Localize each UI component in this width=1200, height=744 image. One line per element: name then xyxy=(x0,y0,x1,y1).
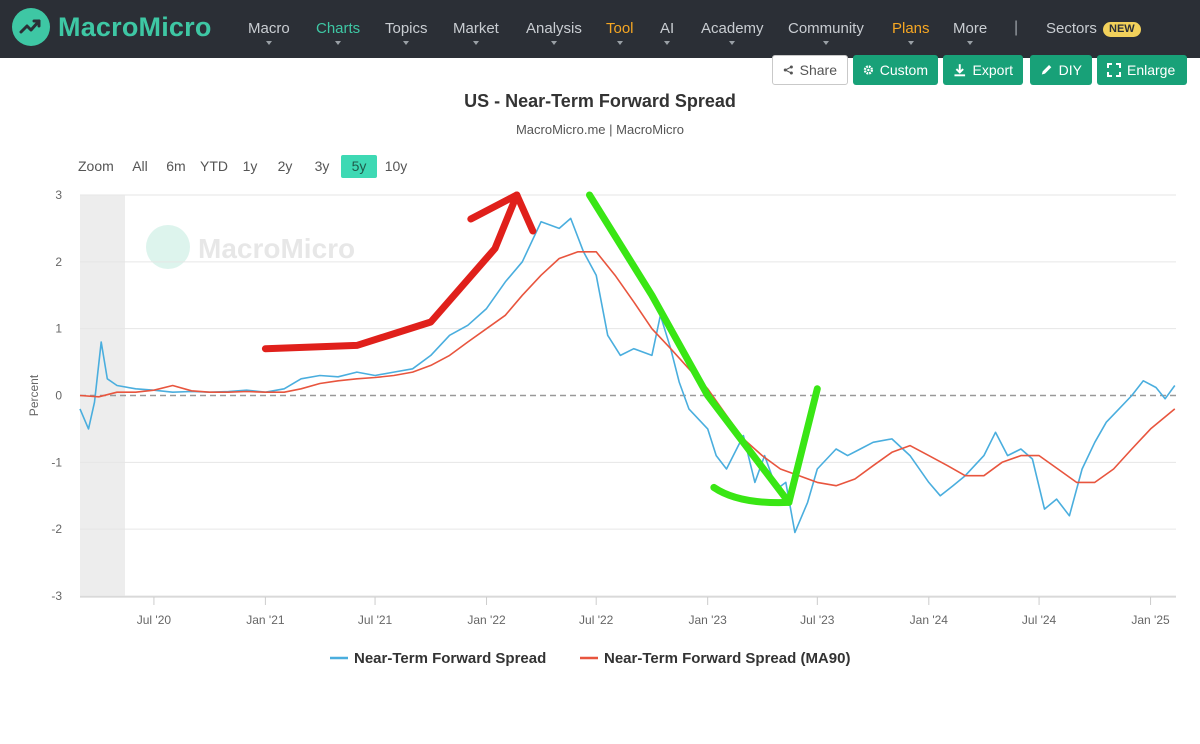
chevron-down-icon xyxy=(967,41,974,45)
share-button[interactable]: Share xyxy=(772,55,848,85)
brand-logo[interactable]: MacroMicro xyxy=(12,8,212,46)
y-tick-label: 1 xyxy=(55,322,62,336)
nav-item-label: Charts xyxy=(316,20,361,37)
zoom-option-6m[interactable]: 6m xyxy=(166,158,186,174)
x-tick-label: Jul '20 xyxy=(137,613,172,627)
legend-item-ma90: Near-Term Forward Spread (MA90) xyxy=(604,650,850,667)
share-icon xyxy=(783,65,793,75)
nav-item-label: Academy xyxy=(701,20,764,37)
top-nav-bar: MacroMicro Macro Charts Topics Market Analys… xyxy=(0,0,1200,58)
y-tick-label: 0 xyxy=(55,389,62,403)
custom-label: Custom xyxy=(879,62,928,78)
nav-item-label: More xyxy=(953,20,988,37)
nav-item-label: Plans xyxy=(892,20,930,37)
custom-button[interactable]: Custom xyxy=(853,55,938,85)
chevron-down-icon xyxy=(729,41,736,45)
nav-item-analysis[interactable]: Analysis xyxy=(526,20,582,45)
new-badge: NEW xyxy=(1103,22,1141,37)
nav-separator: | xyxy=(1014,19,1019,36)
download-icon xyxy=(954,64,966,77)
zoom-option-all[interactable]: All xyxy=(132,158,148,174)
zoom-option-5y[interactable]: 5y xyxy=(341,155,377,178)
x-tick-label: Jul '22 xyxy=(579,613,614,627)
watermark-text: MacroMicro xyxy=(198,233,355,264)
chevron-down-icon xyxy=(616,41,623,45)
red-arrow-head xyxy=(467,191,537,235)
nav-item-label: Sectors xyxy=(1046,20,1097,37)
nav-item-sectors[interactable]: Sectors xyxy=(1046,20,1097,37)
zoom-option-2y[interactable]: 2y xyxy=(277,158,293,174)
gear-icon xyxy=(863,65,873,75)
enlarge-label: Enlarge xyxy=(1127,62,1176,78)
nav-item-market[interactable]: Market xyxy=(453,20,499,45)
series-line-ma90 xyxy=(79,251,1176,487)
expand-icon xyxy=(1107,63,1121,77)
y-tick-label: -1 xyxy=(51,455,62,469)
line-chart: MacroMicro 3 2 1 0 -1 -2 -3 Percent Jul '20 Jan '2… xyxy=(27,188,1176,667)
chevron-down-icon xyxy=(265,41,272,45)
series-line-spread xyxy=(79,217,1176,534)
nav-item-tool[interactable]: Tool xyxy=(606,20,634,45)
nav-item-macro[interactable]: Macro xyxy=(248,20,290,45)
chevron-down-icon xyxy=(664,41,671,45)
nav-item-academy[interactable]: Academy xyxy=(701,20,764,45)
watermark: MacroMicro xyxy=(146,225,355,269)
nav-item-label: Community xyxy=(788,20,864,37)
x-tick-label: Jan '25 xyxy=(1131,613,1170,627)
export-button[interactable]: Export xyxy=(943,55,1023,85)
nav-item-label: Tool xyxy=(606,20,634,37)
zoom-option-1y[interactable]: 1y xyxy=(242,158,258,174)
y-tick-label: 3 xyxy=(55,188,62,202)
chevron-down-icon xyxy=(403,41,410,45)
enlarge-button[interactable]: Enlarge xyxy=(1097,55,1187,85)
nav-item-charts[interactable]: Charts xyxy=(316,20,361,45)
nav-item-label: AI xyxy=(660,20,675,37)
nav-item-label: Analysis xyxy=(526,20,582,37)
red-arrow-annotation xyxy=(261,191,521,353)
zoom-option-ytd[interactable]: YTD xyxy=(200,158,228,174)
nav-item-more[interactable]: More xyxy=(953,20,988,45)
zoom-label: Zoom xyxy=(78,158,114,174)
zoom-option-3y[interactable]: 3y xyxy=(314,158,330,174)
nav-item-label: Topics xyxy=(385,20,428,37)
zoom-option-10y[interactable]: 10y xyxy=(384,158,408,174)
logo-chart-icon xyxy=(12,8,50,46)
y-tick-label: 2 xyxy=(55,255,62,269)
chevron-down-icon xyxy=(822,41,829,45)
chevron-down-icon xyxy=(907,41,914,45)
legend-item-spread: Near-Term Forward Spread xyxy=(354,650,546,667)
nav-item-community[interactable]: Community xyxy=(788,20,864,45)
x-tick-label: Jan '24 xyxy=(910,613,949,627)
x-tick-label: Jan '21 xyxy=(246,613,285,627)
y-tick-label: -3 xyxy=(51,589,62,603)
nav-item-plans[interactable]: Plans xyxy=(892,20,930,45)
chart-subtitle: MacroMicro.me | MacroMicro xyxy=(515,122,685,137)
green-hook-stroke xyxy=(710,483,793,507)
pencil-icon xyxy=(1041,65,1052,75)
y-tick-label: -2 xyxy=(51,522,62,536)
x-tick-label: Jul '24 xyxy=(1022,613,1057,627)
x-tick-label: Jul '21 xyxy=(358,613,393,627)
x-tick-label: Jan '22 xyxy=(467,613,506,627)
nav-item-label: Market xyxy=(453,20,499,37)
chevron-down-icon xyxy=(472,41,479,45)
chart-title: US - Near-Term Forward Spread xyxy=(464,91,736,111)
nav-item-topics[interactable]: Topics xyxy=(385,20,428,45)
nav-item-ai[interactable]: AI xyxy=(660,20,675,45)
export-label: Export xyxy=(972,62,1013,78)
diy-label: DIY xyxy=(1058,62,1082,78)
x-tick-label: Jul '23 xyxy=(800,613,835,627)
nav-item-label: Macro xyxy=(248,20,290,37)
watermark-logo-icon xyxy=(146,225,190,269)
x-tick-label: Jan '23 xyxy=(689,613,728,627)
brand-name: MacroMicro xyxy=(58,11,212,42)
share-label: Share xyxy=(799,62,837,78)
green-stroke-annotation xyxy=(586,191,821,506)
y-axis-label: Percent xyxy=(27,374,41,416)
chevron-down-icon xyxy=(335,41,342,45)
diy-button[interactable]: DIY xyxy=(1030,55,1092,85)
chevron-down-icon xyxy=(550,41,557,45)
